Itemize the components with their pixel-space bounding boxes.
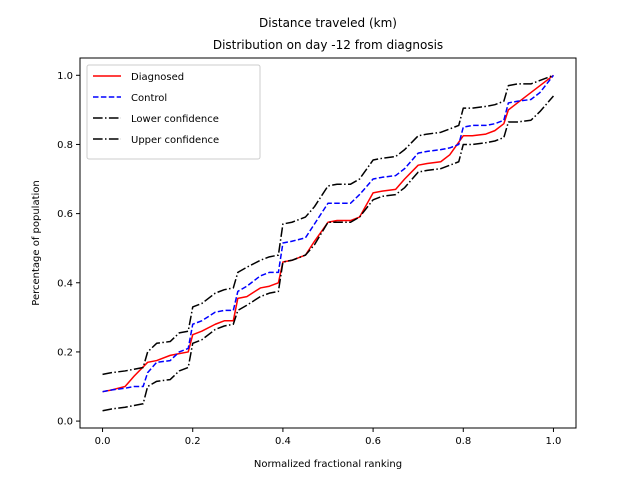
y-tick-label: 0.2: [57, 347, 73, 358]
legend: Diagnosed Control Lower confidence Upper co…: [86, 64, 261, 160]
chart-title: Distance traveled (km): [259, 16, 397, 30]
x-tick-label: 0.8: [455, 436, 471, 447]
legend-label: Lower confidence: [131, 114, 219, 125]
legend-label: Control: [131, 93, 167, 104]
legend-box: [86, 64, 261, 160]
legend-label: Upper confidence: [131, 135, 219, 146]
plot-frame: [79, 57, 577, 429]
x-tick-label: 0.2: [185, 436, 201, 447]
y-tick-label: 0.4: [57, 278, 73, 289]
x-tick-label: 1.0: [546, 436, 562, 447]
y-tick-label: 1.0: [57, 71, 73, 82]
series-layer: [102, 74, 555, 412]
x-tick-label: 0.4: [275, 436, 291, 447]
y-axis-label: Percentage of population: [31, 180, 42, 305]
y-tick-label: 0.6: [57, 209, 73, 220]
series-line-lower-confidence: [102, 95, 555, 412]
x-tick-label: 0.0: [95, 436, 111, 447]
y-axis: 0.0 0.2 0.4 0.6 0.8 1.0: [57, 71, 80, 428]
y-tick-label: 0.8: [57, 140, 73, 151]
legend-label: Diagnosed: [131, 72, 184, 83]
chart-subtitle: Distribution on day -12 from diagnosis: [213, 38, 443, 52]
x-axis-label: Normalized fractional ranking: [254, 459, 402, 470]
x-axis: 0.0 0.2 0.4 0.6 0.8 1.0: [95, 428, 562, 447]
y-tick-label: 0.0: [57, 417, 73, 428]
series-line-upper-confidence: [102, 74, 554, 376]
series-line-diagnosed: [102, 74, 554, 393]
series-line-control: [102, 74, 555, 393]
x-tick-label: 0.6: [365, 436, 381, 447]
